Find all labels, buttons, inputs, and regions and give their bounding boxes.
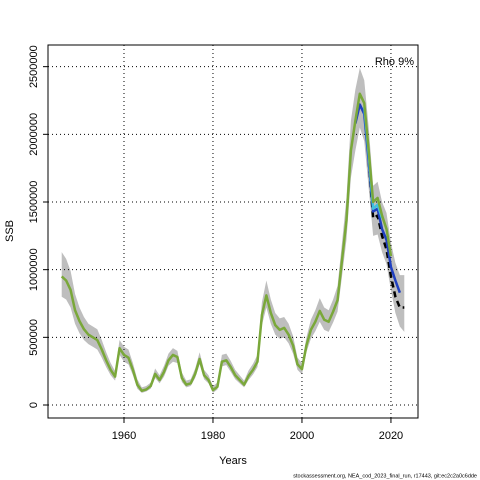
y-tick-label: 0	[28, 402, 40, 408]
series-line	[367, 161, 405, 309]
x-tick-label: 1960	[112, 430, 136, 442]
x-tick-label: 2020	[379, 430, 403, 442]
x-tick-label: 1980	[201, 430, 225, 442]
y-tick-label: 2000000	[28, 113, 40, 156]
annotation: Rho 9%	[375, 56, 414, 68]
y-axis-label: SSB	[4, 220, 16, 242]
footer: stockassessment.org, NEA_cod_2023_final_…	[293, 473, 477, 479]
x-tick-label: 2000	[290, 430, 314, 442]
y-tick-label: 500000	[28, 319, 40, 356]
x-axis-label: Years	[219, 455, 247, 467]
series-line	[60, 92, 393, 393]
y-tick-label: 2500000	[28, 45, 40, 88]
y-tick-label: 1500000	[28, 181, 40, 224]
plot-frame	[47, 44, 419, 419]
confidence-band	[61, 68, 405, 393]
series-line	[354, 103, 402, 294]
y-tick-label: 1000000	[28, 248, 40, 291]
